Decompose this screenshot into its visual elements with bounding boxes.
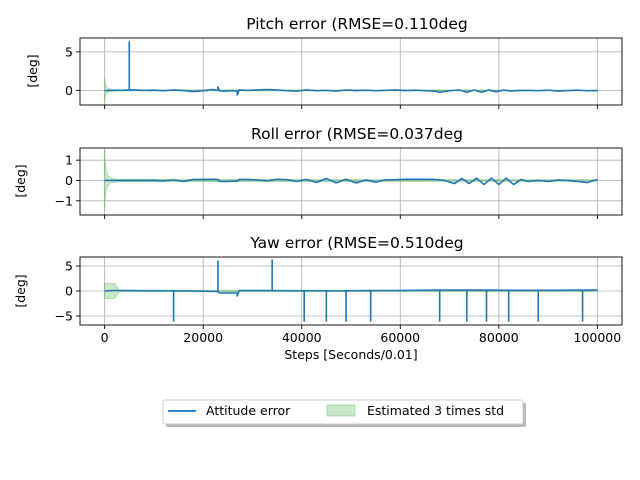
x-tick-label: 60000 xyxy=(380,330,420,345)
y-tick-label: 5 xyxy=(65,44,73,59)
x-tick-label: 0 xyxy=(101,330,109,345)
subplot-2: −1 0 1 Roll error (RMSE=0.037deg [deg] xyxy=(13,125,623,219)
subplot-title: Yaw error (RMSE=0.510deg xyxy=(249,234,463,252)
y-tick-label: 0 xyxy=(65,173,73,188)
y-tick-label: 1 xyxy=(65,153,73,168)
legend-label-attitude-error: Attitude error xyxy=(206,403,291,418)
panels: 0 5 Pitch error (RMSE=0.110deg [deg] −1 0 1 Rol… xyxy=(13,15,623,362)
y-tick-label: 5 xyxy=(65,259,73,274)
axes-frame xyxy=(79,147,623,216)
series-attitude-error-line xyxy=(104,41,598,96)
series-attitude-error-line xyxy=(104,259,598,322)
axes-frame xyxy=(79,37,623,106)
y-tick-label: 0 xyxy=(65,284,73,299)
y-tick-label: −5 xyxy=(55,309,73,324)
plot-area xyxy=(104,259,598,322)
x-axis-label: Steps [Seconds/0.01] xyxy=(284,347,417,362)
legend: Attitude error Estimated 3 times std xyxy=(162,399,526,427)
legend-label-estimated-std: Estimated 3 times std xyxy=(367,403,504,418)
series-attitude-error-line xyxy=(104,177,598,186)
subplot-title: Roll error (RMSE=0.037deg xyxy=(251,125,463,143)
x-tick-label: 40000 xyxy=(282,330,322,345)
y-axis-label: [deg] xyxy=(13,164,28,197)
plot-area xyxy=(104,150,598,211)
x-tick-label: 80000 xyxy=(479,330,519,345)
y-tick-label: 0 xyxy=(65,83,73,98)
legend-frame xyxy=(162,399,524,425)
subplot-3: 0 20000 40000 60000 80000 100000 −5 0 5 Yaw error… xyxy=(13,234,623,362)
subplot-1: 0 5 Pitch error (RMSE=0.110deg [deg] xyxy=(25,15,623,109)
legend-box: Attitude error Estimated 3 times std xyxy=(162,399,526,427)
y-axis-label: [deg] xyxy=(13,274,28,307)
y-tick-label: −1 xyxy=(55,193,73,208)
y-axis-label: [deg] xyxy=(25,54,40,87)
legend-patch-marker xyxy=(326,404,356,417)
x-tick-label: 100000 xyxy=(574,330,622,345)
subplot-title: Pitch error (RMSE=0.110deg xyxy=(246,15,468,33)
x-tick-label: 20000 xyxy=(183,330,223,345)
plot-area xyxy=(104,41,598,103)
